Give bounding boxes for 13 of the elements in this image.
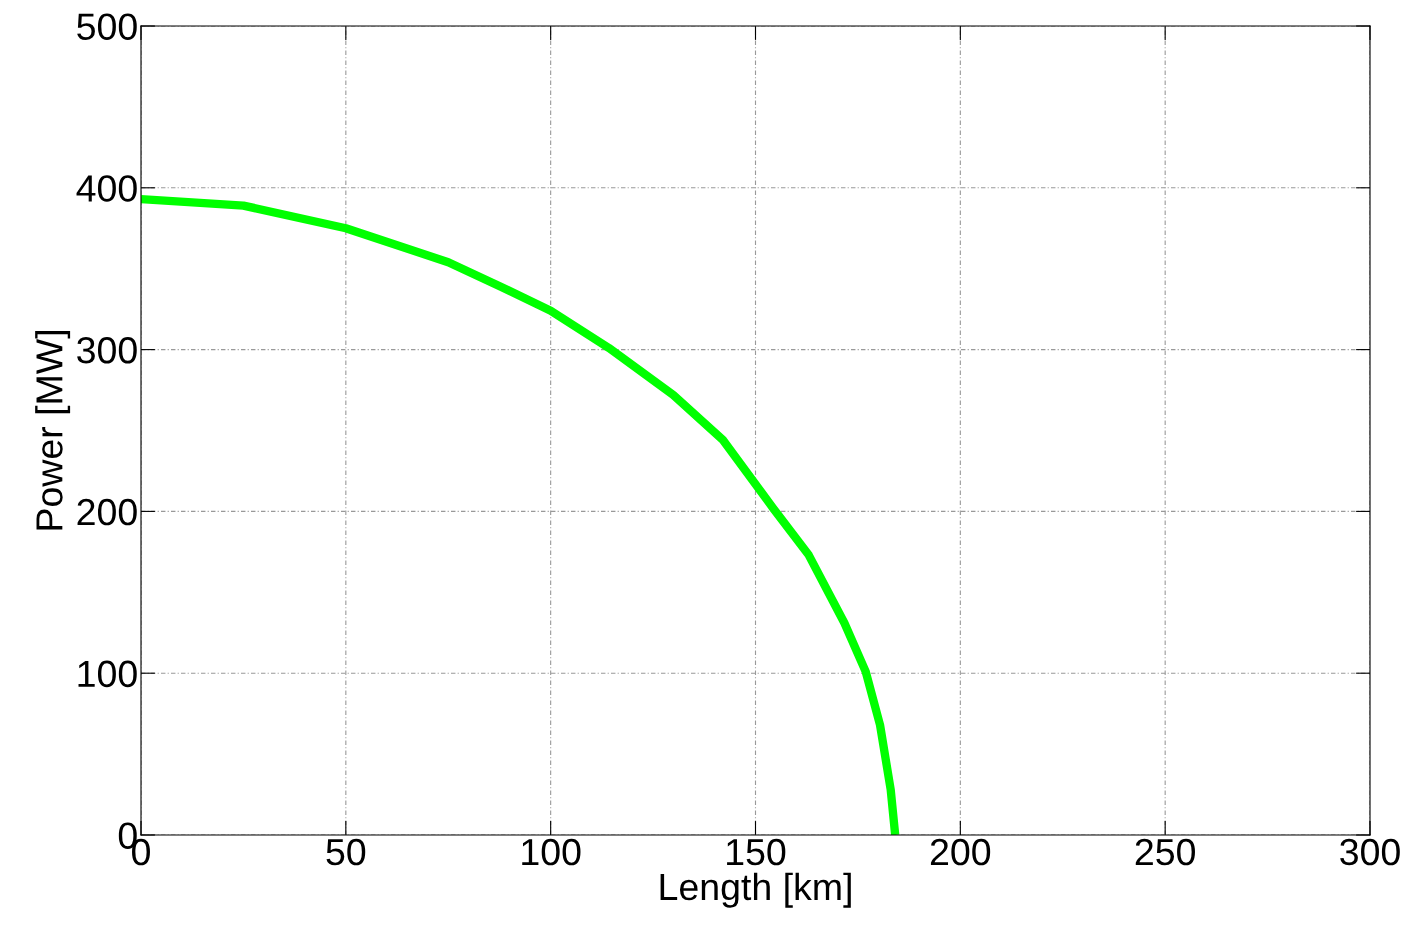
y-tick-label: 500 [77, 13, 137, 40]
x-tick-label: 150 [727, 838, 786, 866]
x-tick-label: 300 [1340, 838, 1400, 866]
x-tick-label: 200 [930, 838, 991, 866]
y-axis-title: Power [MW] [35, 331, 71, 530]
y-tick-label: 300 [77, 337, 137, 364]
x-tick-label: 50 [326, 838, 366, 866]
x-tick-label: 250 [1135, 838, 1195, 866]
x-tick-label: 100 [522, 838, 581, 866]
x-axis-title: Length [km] [660, 872, 851, 908]
y-tick-label: 100 [78, 660, 137, 688]
y-tick-label: 200 [77, 498, 137, 526]
y-tick-label: 400 [76, 175, 137, 202]
